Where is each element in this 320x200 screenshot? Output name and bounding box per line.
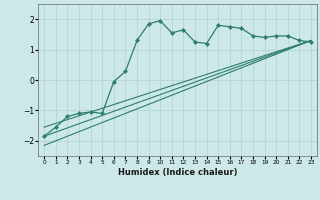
X-axis label: Humidex (Indice chaleur): Humidex (Indice chaleur) bbox=[118, 168, 237, 177]
